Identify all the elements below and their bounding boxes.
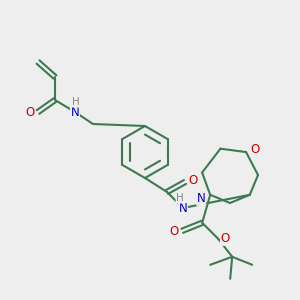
Text: H: H — [176, 193, 184, 203]
Text: O: O — [169, 225, 179, 238]
Text: N: N — [70, 106, 80, 118]
Text: N: N — [197, 192, 206, 205]
Text: O: O — [188, 173, 198, 187]
Text: O: O — [220, 232, 230, 245]
Text: N: N — [178, 202, 188, 214]
Text: O: O — [26, 106, 34, 119]
Text: O: O — [250, 142, 260, 156]
Text: H: H — [72, 97, 80, 107]
